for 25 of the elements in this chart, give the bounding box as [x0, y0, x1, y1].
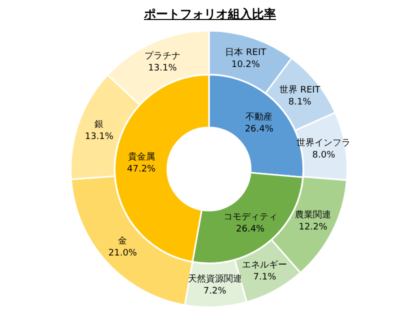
slice-label: プラチナ — [144, 50, 180, 62]
slice-label: 天然資源関連 — [188, 274, 242, 285]
data-label: 47.2% — [127, 164, 156, 174]
slice-label: 農業関連 — [295, 210, 332, 221]
slice-label: 世界 REIT — [279, 84, 321, 96]
slice-label: コモディティ — [223, 212, 278, 222]
chart-title: ポートフォリオ組入比率 — [143, 6, 277, 23]
slice-label: 金 — [118, 235, 128, 246]
data-label: 13.1% — [148, 64, 178, 74]
data-label: 12.2% — [298, 222, 328, 233]
slice-label: 不動産 — [246, 111, 273, 122]
slice-label: 貴金属 — [128, 151, 155, 162]
slice-label: 日本 REIT — [225, 46, 267, 58]
data-label: 26.4% — [244, 124, 274, 134]
slice-label: エネルギー — [242, 259, 288, 270]
data-label: 13.1% — [84, 132, 114, 142]
data-label: 10.2% — [231, 60, 260, 70]
data-label: 8.1% — [288, 98, 312, 108]
data-label: 26.4% — [236, 224, 266, 234]
data-label: 7.2% — [203, 286, 227, 297]
slice-label: 銀 — [94, 118, 104, 130]
data-label: 21.0% — [108, 248, 138, 258]
data-label: 7.1% — [253, 272, 277, 282]
data-label: 8.0% — [312, 150, 336, 161]
slice-label: 世界インフラ — [296, 138, 351, 149]
